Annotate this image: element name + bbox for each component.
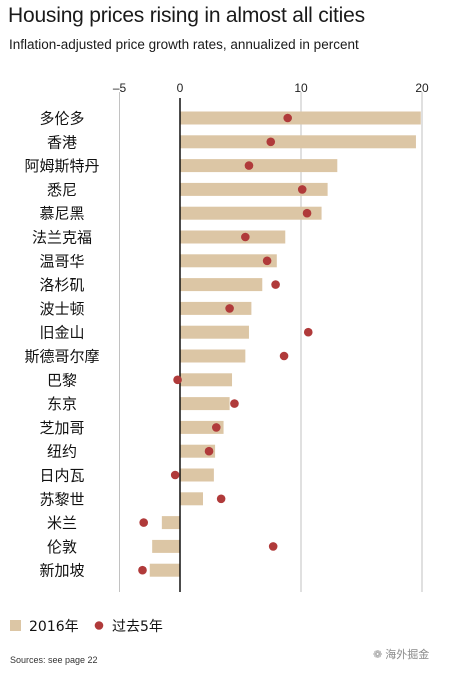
wechat-icon: ❁ — [373, 647, 383, 661]
bar-2016 — [180, 135, 416, 149]
dots-past-5-years — [138, 113, 313, 575]
category-label: 慕尼黑 — [39, 205, 84, 223]
category-label: 斯德哥尔摩 — [24, 348, 99, 366]
bar-2016 — [180, 206, 322, 220]
category-label: 巴黎 — [47, 371, 77, 389]
dot-past-5-years — [230, 399, 239, 408]
dot-past-5-years — [173, 375, 182, 385]
bar-2016 — [180, 254, 277, 268]
category-label: 苏黎世 — [39, 490, 84, 508]
dot-past-5-years — [297, 185, 307, 194]
bar-2016 — [180, 325, 249, 339]
bar-2016 — [180, 420, 224, 434]
bar-2016 — [180, 397, 230, 411]
category-label: 新加坡 — [39, 562, 84, 580]
category-label: 日内瓦 — [39, 467, 84, 485]
dot-past-5-years — [170, 470, 180, 480]
category-label: 旧金山 — [39, 324, 84, 342]
category-label: 纽约 — [47, 443, 77, 461]
dot-past-5-years — [302, 208, 312, 218]
bar-2016 — [180, 111, 421, 125]
dot-past-5-years — [266, 137, 276, 147]
dot-past-5-years — [279, 351, 289, 361]
category-label: 香港 — [47, 133, 77, 151]
category-label: 温哥华 — [39, 252, 84, 270]
bar-2016 — [180, 230, 286, 244]
dot-past-5-years — [268, 542, 278, 551]
category-label: 悉尼 — [47, 181, 77, 199]
category-label: 法兰克福 — [32, 229, 92, 247]
dot-past-5-years — [283, 113, 292, 123]
legend-dot-label: 过去5年 — [112, 619, 163, 635]
watermark: ❁ 海外掘金 — [373, 646, 429, 662]
bar-2016 — [180, 278, 263, 292]
dot-past-5-years — [138, 565, 147, 575]
dot-past-5-years — [216, 494, 226, 504]
category-label: 米兰 — [47, 514, 77, 532]
legend-dot-swatch — [94, 621, 104, 630]
dot-past-5-years — [262, 256, 272, 266]
x-tick-label: 20 — [415, 81, 429, 95]
grid-lines — [119, 92, 423, 592]
sources-note: Sources: see page 22 — [10, 655, 98, 665]
bar-2016 — [149, 563, 180, 577]
bar-2016 — [180, 492, 203, 506]
bar-2016 — [180, 159, 338, 173]
legend: 2016年 过去5年 — [10, 619, 163, 635]
dot-past-5-years — [241, 232, 250, 242]
category-label: 阿姆斯特丹 — [24, 157, 99, 175]
bar-2016 — [180, 349, 246, 363]
bar-2016 — [180, 468, 214, 482]
x-tick-label: –5 — [113, 81, 127, 95]
chart-title: Housing prices rising in almost all citi… — [8, 4, 365, 27]
x-tick-label: 0 — [177, 81, 184, 95]
dot-past-5-years — [303, 327, 313, 337]
bar-2016 — [152, 539, 180, 553]
legend-bar-swatch — [10, 620, 21, 631]
dot-past-5-years — [204, 446, 214, 456]
category-labels: 多伦多香港阿姆斯特丹悉尼慕尼黑法兰克福温哥华洛杉矶波士顿旧金山斯德哥尔摩巴黎东京… — [24, 110, 99, 580]
bar-2016 — [161, 516, 180, 530]
chart-subtitle: Inflation-adjusted price growth rates, a… — [9, 37, 359, 52]
dot-past-5-years — [139, 518, 148, 527]
dot-past-5-years — [271, 280, 280, 289]
bar-2016 — [180, 301, 252, 315]
bar-2016 — [180, 182, 328, 196]
category-label: 伦敦 — [47, 538, 77, 556]
watermark-text: 海外掘金 — [385, 648, 430, 661]
category-label: 波士顿 — [39, 300, 84, 318]
bar-2016 — [180, 373, 233, 387]
dot-past-5-years — [225, 304, 234, 313]
bars-2016 — [149, 111, 421, 577]
category-label: 东京 — [47, 395, 77, 413]
category-label: 多伦多 — [39, 110, 84, 128]
x-tick-label: 10 — [294, 81, 308, 95]
dot-past-5-years — [212, 423, 221, 432]
legend-bar-label: 2016年 — [29, 619, 79, 635]
category-label: 洛杉矶 — [39, 276, 84, 294]
category-label: 芝加哥 — [39, 419, 84, 437]
x-tick-labels: –5 0 10 20 — [113, 81, 429, 95]
dot-past-5-years — [244, 161, 254, 170]
